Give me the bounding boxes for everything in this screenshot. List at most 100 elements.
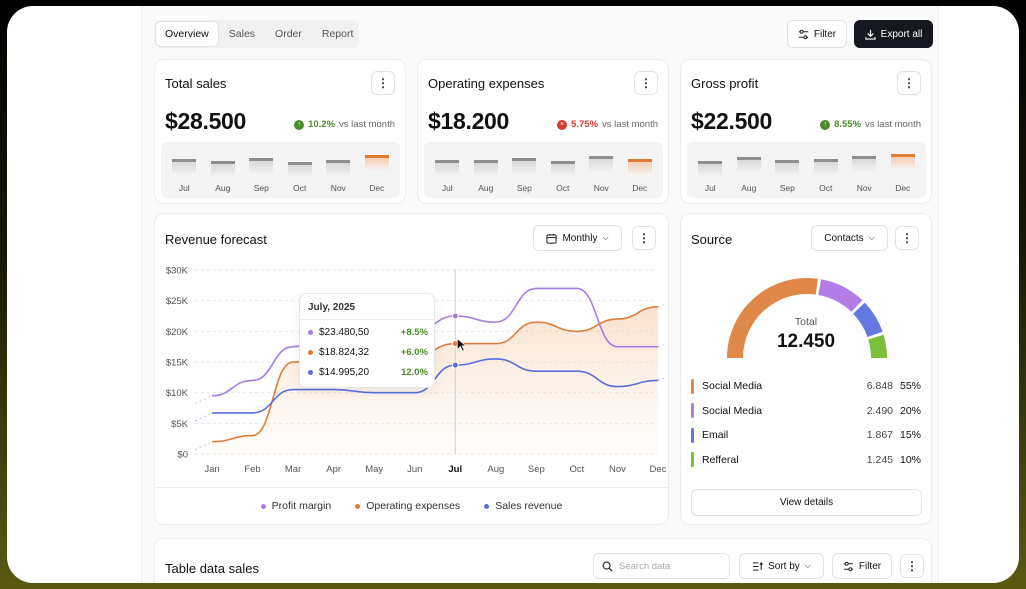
kpi-delta: ↑ 8.55% vs last month [820,119,921,130]
legend-dot-icon [308,330,313,335]
mini-bar [736,157,761,173]
sort-by-button[interactable]: Sort by ⌵ [739,553,824,579]
mini-month-label: Sep [779,183,795,193]
mini-bar [852,156,877,172]
source-color-bar [691,427,694,443]
filter-button-label: Filter [813,28,837,40]
table-filter-label: Filter [858,560,882,572]
sliders-icon [798,29,808,39]
source-name: Refferal [702,453,739,466]
gauge-segment [853,302,883,338]
source-row: Email 1.867 15% [691,427,921,443]
y-tick-label: $10K [166,388,189,399]
table-filter-button[interactable]: Filter [832,553,892,579]
kpi-value: $22.500 [691,108,773,134]
mini-bar-column: Nov [586,142,616,198]
legend-profit-margin[interactable]: Profit margin [260,500,332,512]
mini-bar [775,160,800,176]
kpi-more-button[interactable]: ⋮ [897,71,921,95]
filter-button[interactable]: Filter [787,20,847,48]
y-tick-label: $30K [166,266,189,277]
forecast-title: Revenue forecast [165,232,267,247]
more-vertical-icon: ⋮ [638,231,650,245]
source-color-bar [691,452,694,467]
mini-bar [172,159,197,175]
legend-label: Profit margin [271,500,332,512]
sort-by-label: Sort by [768,560,800,572]
source-more-button[interactable]: ⋮ [895,226,919,250]
tab-bar: Overview Sales Order Report [154,20,359,48]
view-details-button[interactable]: View details [691,489,922,516]
tab-sales[interactable]: Sales [228,28,256,40]
kpi-delta: × 5.75% vs last month [557,119,658,130]
kpi-card: Total sales ⋮ $28.500 ↑ 10.2% vs last mo… [154,59,406,204]
kpi-more-button[interactable]: ⋮ [371,71,395,95]
mini-month-label: Aug [478,183,494,193]
source-pct: 15% [899,429,921,441]
series-lead-dash [194,441,213,451]
period-dropdown[interactable]: Monthly ⌵ [533,225,622,251]
search-field[interactable] [593,553,730,579]
legend-label: Sales revenue [495,500,563,512]
source-name: Social Media [702,380,763,392]
mini-bar-column: Aug [734,142,764,198]
mini-month-label: Aug [215,183,231,193]
y-tick-label: $5K [171,419,189,430]
tab-order[interactable]: Order [275,28,302,40]
mini-bar-column: Jul [432,142,462,198]
legend-operating-expenses[interactable]: Operating expenses [355,500,460,512]
source-card: Source Contacts ⌵ ⋮ Total 12.450 Social … [680,213,932,525]
mini-bar [550,161,575,177]
mini-bar [813,159,838,175]
mini-bar-column: Nov [849,142,879,198]
table-title: Table data sales [165,561,259,576]
series-line-profit-margin [211,287,658,397]
mini-bar [512,158,537,174]
y-tick-label: $15K [166,358,189,369]
table-more-button[interactable]: ⋮ [900,554,924,578]
export-all-button[interactable]: Export all [854,20,933,48]
kpi-card: Operating expenses ⋮ $18.200 × 5.75% vs … [417,59,669,204]
mini-bar-column: Sep [772,142,802,198]
search-input[interactable] [619,560,719,572]
mini-bar-column: Aug [208,142,238,198]
forecast-more-button[interactable]: ⋮ [632,226,656,250]
kpi-card: Gross profit ⋮ $22.500 ↑ 8.55% vs last m… [680,59,932,204]
mini-month-label: Jul [178,183,190,193]
mini-bar-column: Jul [695,142,725,198]
more-vertical-icon: ⋮ [377,76,389,90]
mini-bar-column: Oct [811,142,841,198]
tooltip-value: $14.995,20 [319,367,370,378]
mini-bar-column: Oct [285,142,315,198]
expenses-area [212,306,658,454]
mini-bar-column: Nov [323,142,353,198]
mini-bar-column: Oct [548,142,578,198]
tab-report[interactable]: Report [321,28,354,40]
mini-bar [698,161,723,177]
kpi-mini-chart: Jul Aug Sep Oct Nov Dec [424,142,663,198]
search-icon [602,561,613,572]
mini-bar-column: Dec [625,142,655,198]
x-tick-label: Dec [650,464,667,475]
tooltip-title: July, 2025 [308,302,356,313]
legend-dot-icon [260,503,266,509]
source-pct: 20% [899,404,921,417]
gauge-segment [727,278,818,358]
total-label: Total [794,316,818,328]
source-row: Social Media 6.848 55% [691,378,921,394]
arrow-up-icon: ↑ [294,119,305,130]
kpi-delta-suffix: vs last month [339,119,395,130]
tab-overview[interactable]: Overview [156,22,218,46]
kpi-value: $18.200 [428,108,510,134]
contacts-dropdown[interactable]: Contacts ⌵ [811,225,888,251]
kpi-delta-suffix: vs last month [602,119,658,130]
download-icon [864,29,876,40]
mini-bar [589,156,614,172]
legend-divider [155,487,668,488]
series-lead-dash [194,412,213,422]
mini-month-label: Oct [819,183,833,193]
legend-sales-revenue[interactable]: Sales revenue [484,500,562,512]
tooltip-divider [300,319,434,320]
kpi-more-button[interactable]: ⋮ [634,71,658,95]
kpi-delta-suffix: vs last month [865,119,921,130]
